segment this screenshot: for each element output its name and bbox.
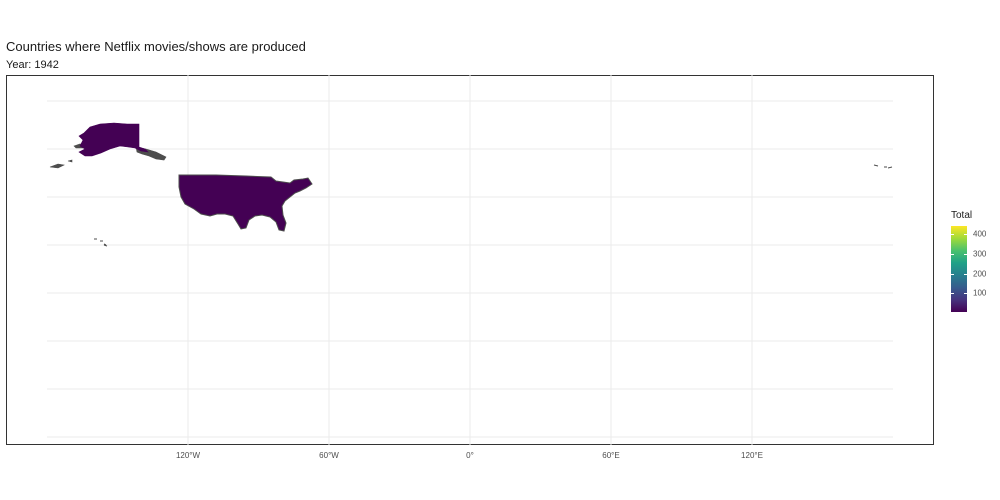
legend-tick bbox=[964, 254, 967, 255]
x-tick-label: 60°E bbox=[602, 451, 620, 460]
usa-region bbox=[178, 174, 313, 232]
legend-label: 200 bbox=[973, 269, 987, 279]
legend-color-bar bbox=[951, 226, 967, 312]
legend-tick bbox=[951, 254, 954, 255]
chart-subtitle: Year: 1942 bbox=[6, 59, 59, 71]
chart-title: Countries where Netflix movies/shows are… bbox=[6, 39, 306, 54]
x-tick-label: 120°W bbox=[175, 451, 201, 460]
legend-tick bbox=[951, 293, 954, 294]
legend-tick bbox=[951, 274, 954, 275]
legend-tick bbox=[951, 234, 954, 235]
world-map bbox=[47, 75, 893, 445]
hawaii-region bbox=[94, 238, 108, 247]
legend-label: 300 bbox=[973, 249, 987, 259]
alaska-region bbox=[78, 122, 149, 157]
legend-label: 100 bbox=[973, 288, 987, 298]
color-legend: Total 400 300 200 100 bbox=[951, 210, 986, 312]
legend-tick bbox=[964, 293, 967, 294]
legend-tick bbox=[964, 274, 967, 275]
legend-tick bbox=[964, 234, 967, 235]
x-tick-label: 60°W bbox=[319, 451, 339, 460]
graticule bbox=[47, 75, 893, 445]
legend-title: Total bbox=[951, 210, 973, 221]
western-aleutian-region bbox=[873, 164, 893, 169]
legend-label: 400 bbox=[973, 229, 987, 239]
x-tick-label: 120°E bbox=[741, 451, 763, 460]
x-tick-label: 0° bbox=[466, 451, 474, 460]
